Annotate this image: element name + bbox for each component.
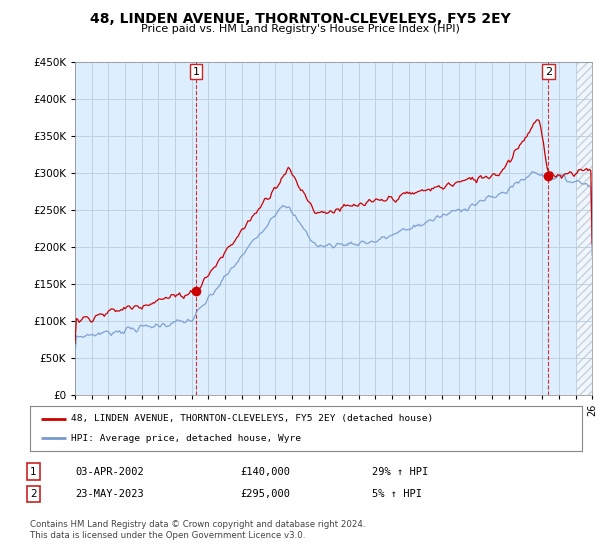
Text: 23-MAY-2023: 23-MAY-2023 bbox=[75, 489, 144, 499]
Text: £140,000: £140,000 bbox=[240, 466, 290, 477]
Text: 2: 2 bbox=[30, 489, 37, 499]
Text: 29% ↑ HPI: 29% ↑ HPI bbox=[372, 466, 428, 477]
Text: 1: 1 bbox=[30, 466, 37, 477]
Text: HPI: Average price, detached house, Wyre: HPI: Average price, detached house, Wyre bbox=[71, 434, 301, 443]
Text: 48, LINDEN AVENUE, THORNTON-CLEVELEYS, FY5 2EY: 48, LINDEN AVENUE, THORNTON-CLEVELEYS, F… bbox=[89, 12, 511, 26]
Text: 5% ↑ HPI: 5% ↑ HPI bbox=[372, 489, 422, 499]
Text: Contains HM Land Registry data © Crown copyright and database right 2024.
This d: Contains HM Land Registry data © Crown c… bbox=[30, 520, 365, 540]
Text: 48, LINDEN AVENUE, THORNTON-CLEVELEYS, FY5 2EY (detached house): 48, LINDEN AVENUE, THORNTON-CLEVELEYS, F… bbox=[71, 414, 434, 423]
Text: Price paid vs. HM Land Registry's House Price Index (HPI): Price paid vs. HM Land Registry's House … bbox=[140, 24, 460, 34]
Bar bbox=[575, 62, 592, 395]
Text: 03-APR-2002: 03-APR-2002 bbox=[75, 466, 144, 477]
Text: 1: 1 bbox=[193, 67, 199, 77]
Text: £295,000: £295,000 bbox=[240, 489, 290, 499]
Text: 2: 2 bbox=[545, 67, 552, 77]
